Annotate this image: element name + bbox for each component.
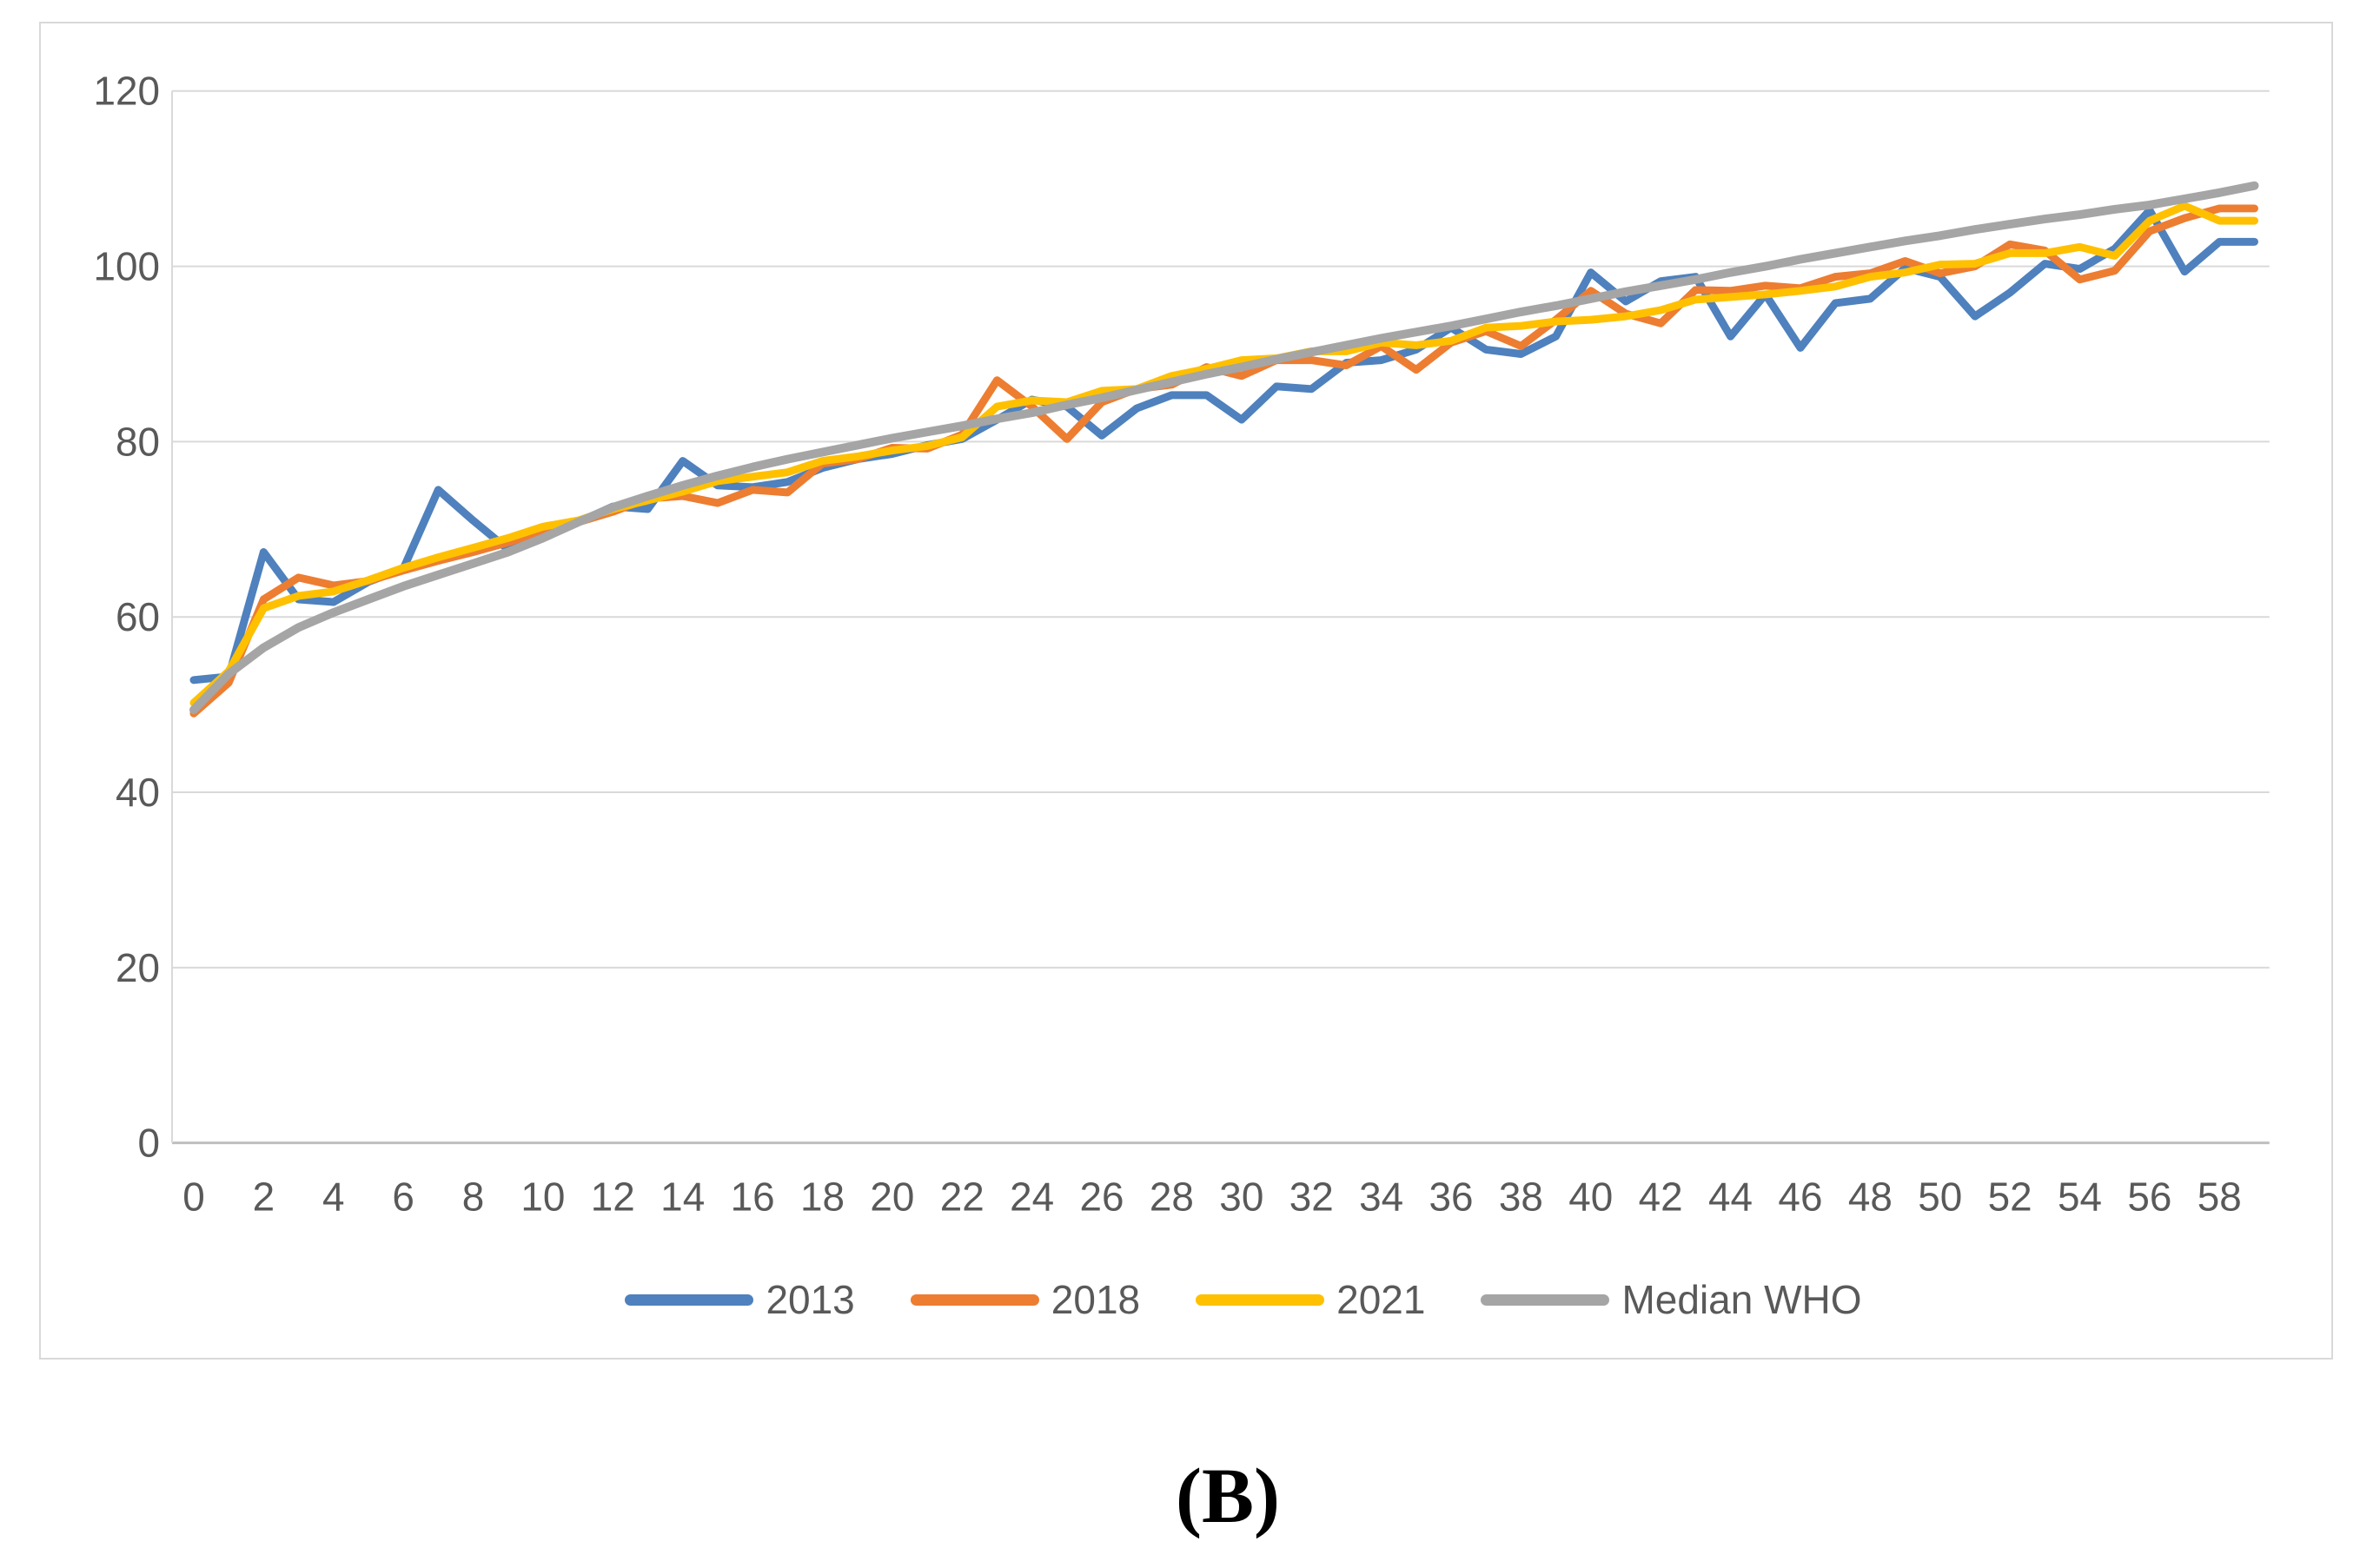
series-line-2013 [189,206,2258,685]
legend-item-median-who: Median WHO [1481,1277,1862,1322]
legend-item-2021: 2021 [1196,1280,1425,1320]
legend-label-2021: 2021 [1336,1277,1426,1322]
x-tick-label-2: 2 [253,1174,275,1219]
legend-swatch-median-who [1481,1293,1610,1306]
y-tick-label-120: 120 [94,69,161,114]
x-tick-label-52: 52 [1988,1174,2032,1219]
x-tick-label-20: 20 [870,1174,914,1219]
y-tick-label-80: 80 [116,419,160,464]
x-tick-label-10: 10 [520,1174,565,1219]
x-tick-label-54: 54 [2058,1174,2102,1219]
y-tick-label-40: 40 [116,770,160,815]
series-line-2021 [189,202,2258,707]
x-tick-label-58: 58 [2198,1174,2242,1219]
x-tick-label-32: 32 [1289,1174,1334,1219]
y-tick-label-0: 0 [138,1121,161,1166]
legend-label-2018: 2018 [1051,1277,1141,1322]
legend-item-2013: 2013 [625,1277,855,1322]
y-tick-label-60: 60 [116,594,160,639]
x-tick-label-46: 46 [1778,1174,1822,1219]
chart-frame: 0 20 40 60 80 100 120 0 2 4 6 8 10 12 14 16 18 20 22 24 26 28… [39,22,2333,1360]
panel-label: (B) [1176,1453,1280,1539]
x-tick-label-44: 44 [1708,1174,1753,1219]
x-tick-label-24: 24 [1010,1174,1054,1219]
x-tick-label-30: 30 [1219,1174,1263,1219]
x-tick-label-6: 6 [392,1174,414,1219]
x-tick-label-12: 12 [591,1174,635,1219]
x-tick-label-0: 0 [182,1174,205,1219]
x-tick-label-28: 28 [1150,1174,1194,1219]
legend-swatch-2021 [1196,1293,1325,1306]
legend-label-2013: 2013 [766,1277,855,1322]
legend-swatch-2018 [910,1293,1039,1306]
x-tick-label-34: 34 [1359,1174,1403,1219]
x-tick-label-8: 8 [462,1174,485,1219]
x-tick-label-26: 26 [1080,1174,1124,1219]
x-tick-label-48: 48 [1848,1174,1893,1219]
x-tick-label-42: 42 [1639,1174,1683,1219]
x-tick-label-14: 14 [660,1174,705,1219]
x-tick-label-22: 22 [940,1174,984,1219]
x-tick-label-4: 4 [322,1174,345,1219]
series-line-median-who [189,181,2259,715]
chart-legend: 2013 2018 2021 Median WHO [156,1280,2331,1320]
x-tick-label-56: 56 [2127,1174,2171,1219]
x-tick-label-36: 36 [1429,1174,1473,1219]
legend-item-2018: 2018 [910,1277,1141,1322]
y-tick-label-100: 100 [94,244,161,289]
x-tick-label-18: 18 [800,1174,845,1219]
x-tick-label-50: 50 [1918,1174,1962,1219]
legend-label-median-who: Median WHO [1621,1277,1862,1322]
y-tick-label-20: 20 [116,945,160,990]
x-tick-label-38: 38 [1499,1174,1543,1219]
legend-swatch-2013 [625,1293,754,1306]
x-tick-label-16: 16 [731,1174,775,1219]
x-tick-label-40: 40 [1568,1174,1613,1219]
